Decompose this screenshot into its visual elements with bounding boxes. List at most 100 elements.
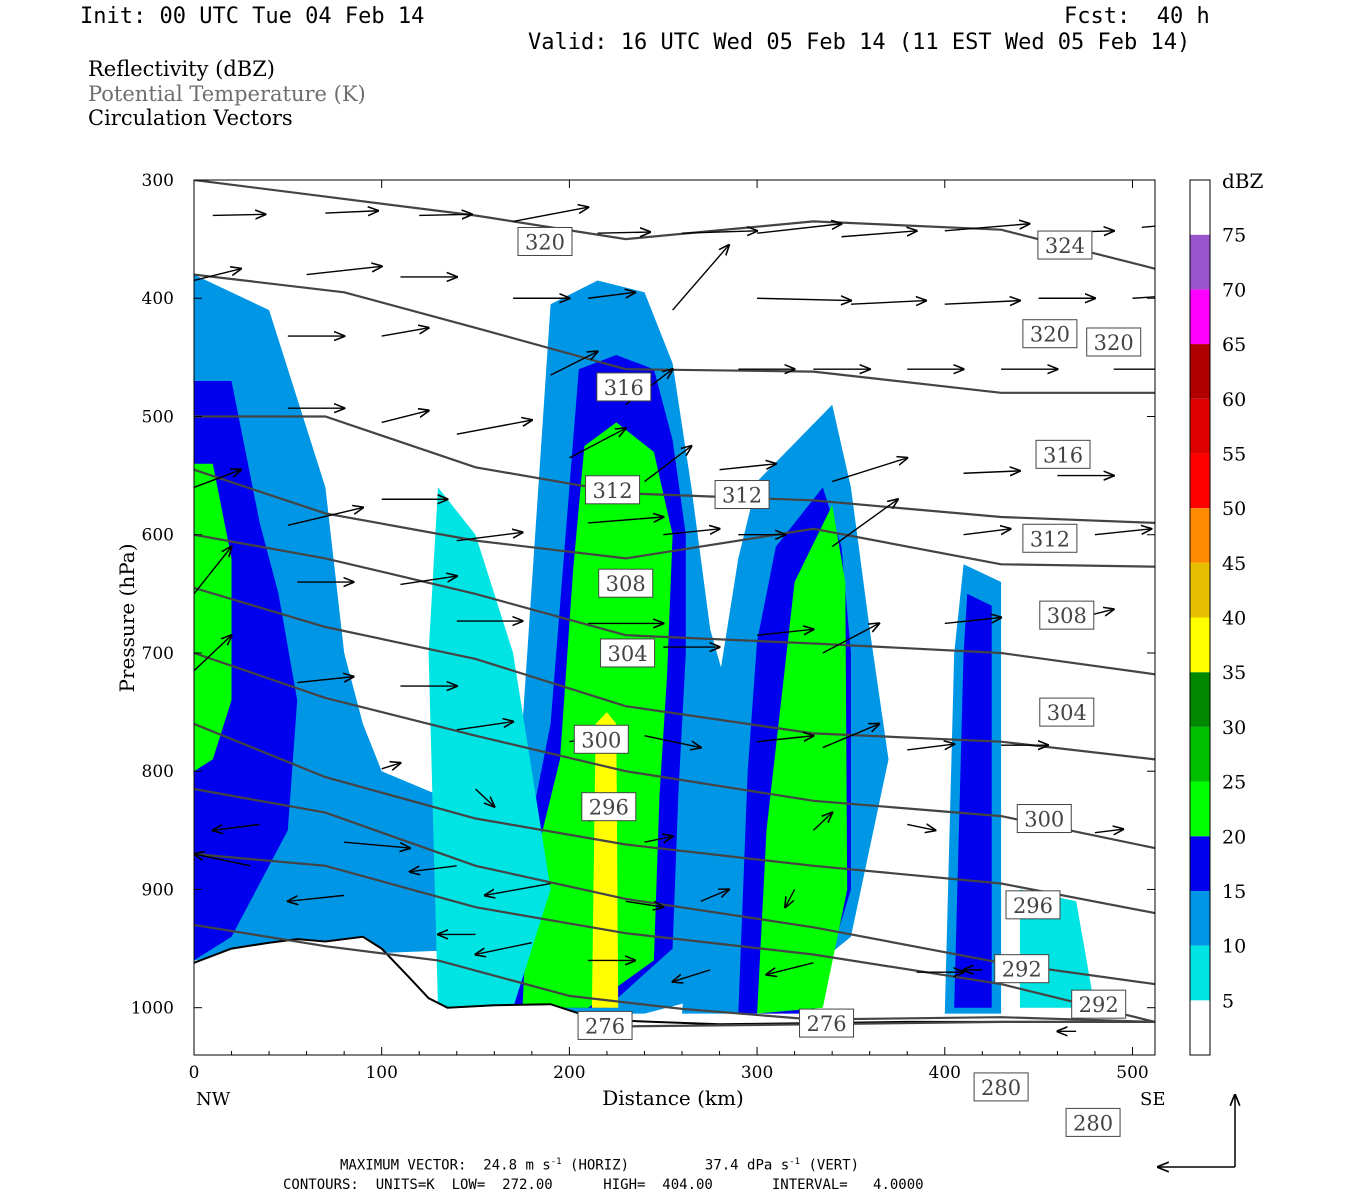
colorbar-label: 35	[1222, 662, 1246, 684]
colorbar-swatch	[1190, 781, 1210, 837]
colorbar-label: 70	[1222, 279, 1246, 301]
circulation-vector	[475, 788, 495, 807]
colorbar-swatch	[1190, 1000, 1210, 1055]
reflectivity-cell-15dbz	[954, 593, 992, 1008]
contour-label-276: 276	[806, 1012, 846, 1036]
y-axis-title: Pressure (hPa)	[115, 544, 139, 693]
circulation-vector	[850, 301, 926, 305]
theta-contour-296	[194, 722, 1155, 915]
circulation-vector	[700, 889, 729, 902]
y-tick-label: 1000	[131, 999, 174, 1019]
contour-label-box	[585, 475, 641, 505]
colorbar-label: 55	[1222, 443, 1246, 465]
below-ground	[194, 936, 1155, 1055]
circulation-vector	[1141, 225, 1155, 228]
contour-label-box	[1022, 319, 1078, 349]
x-axis-title: Distance (km)	[602, 1086, 744, 1110]
vert-exp: -1	[789, 1157, 801, 1167]
contour-label-box	[600, 638, 656, 668]
theta-contour-308	[194, 533, 1155, 676]
circulation-vector	[194, 269, 241, 282]
circulation-vector	[831, 499, 898, 548]
contour-label-box	[1035, 439, 1091, 469]
x-tick-label: 400	[929, 1063, 961, 1083]
circulation-vector	[757, 298, 851, 300]
contour-label-box	[1086, 327, 1142, 357]
reflectivity-cell-5dbz	[428, 487, 551, 1008]
circulation-vector	[569, 428, 625, 459]
colorbar-swatch	[1190, 508, 1210, 563]
circulation-vector	[194, 854, 251, 867]
x-axis: 0 100 200 300 400 500	[189, 180, 1149, 1083]
contour-label-box	[799, 1008, 855, 1038]
circulation-vector	[766, 962, 814, 975]
contour-label-312: 312	[593, 479, 633, 503]
circulation-vector	[907, 824, 935, 830]
terrain-line	[193, 935, 1155, 1026]
circulation-vectors	[194, 207, 1155, 1031]
contour-label-box	[573, 724, 629, 754]
colorbar-swatch	[1190, 234, 1210, 290]
reflectivity-cell-20dbz	[757, 505, 848, 1014]
theta-contour-312	[194, 468, 1155, 568]
colorbar-label: 30	[1222, 717, 1246, 739]
circulation-vector	[306, 266, 382, 276]
contour-label-box	[973, 1072, 1029, 1102]
circulation-vector	[625, 901, 664, 907]
horiz-exp: -1	[550, 1157, 562, 1167]
contour-label-box	[596, 372, 652, 402]
contour-label-320: 320	[1030, 323, 1070, 347]
colorbar-swatch	[1190, 289, 1210, 345]
contour-label-304: 304	[608, 642, 648, 666]
y-tick-label: 500	[142, 407, 174, 427]
contour-label-316: 316	[1043, 443, 1083, 467]
circulation-vector	[644, 836, 672, 842]
circulation-vector	[663, 529, 719, 536]
colorbar-label: 25	[1222, 772, 1246, 794]
colorbar-label: 60	[1222, 389, 1246, 411]
init-time: Init: 00 UTC Tue 04 Feb 14	[80, 4, 425, 29]
contour-label-304: 304	[1047, 701, 1087, 725]
circulation-vector	[344, 841, 410, 848]
y-axis: 300 400 500 600 700 800 900 1000	[131, 171, 1155, 1019]
contour-label-300: 300	[581, 728, 621, 752]
max-vector-line: MAXIMUM VECTOR: 24.8 m s-1 (HORIZ) 37.4 …	[340, 1157, 859, 1174]
circulation-vector	[456, 722, 513, 731]
theta-contour-300	[194, 651, 1155, 850]
max-vector-vert: 37.4 dPa s	[704, 1157, 790, 1174]
colorbar-swatch	[1190, 836, 1210, 891]
contour-label-box	[1039, 600, 1095, 630]
circulation-vector	[550, 351, 598, 376]
circulation-vector	[1132, 296, 1155, 299]
circulation-vector	[944, 301, 1020, 305]
contour-label-280: 280	[1073, 1111, 1113, 1135]
circulation-vector	[512, 207, 588, 223]
circulation-vector	[194, 635, 232, 672]
contour-label-276: 276	[585, 1014, 625, 1038]
contour-label-box	[1005, 890, 1061, 920]
contour-label-box	[581, 792, 637, 822]
field-reflectivity: Reflectivity (dBZ)	[88, 57, 276, 81]
colorbar-label: 15	[1222, 881, 1246, 903]
circulation-vector	[476, 941, 532, 955]
contour-labels: 324 320 320 320 316 316 312 312 312 308 308 304 304 3…	[517, 226, 1142, 1137]
y-tick-label: 800	[142, 762, 174, 782]
x-tick-label: 0	[189, 1063, 200, 1083]
colorbar-label: 65	[1222, 334, 1246, 356]
colorbar-swatch	[1190, 398, 1210, 454]
circulation-vector	[944, 618, 1001, 625]
circulation-vector	[194, 547, 232, 595]
colorbar-label: 75	[1222, 225, 1246, 247]
contour-label-box	[714, 480, 770, 510]
colorbar-label: 40	[1222, 608, 1246, 630]
x-end-right: SE	[1140, 1089, 1165, 1110]
y-tick-label: 700	[142, 644, 174, 664]
circulation-vector	[297, 677, 353, 684]
colorbar: 5 10 15 20 25 30 35 40 45 50 55 60 65 70 75	[1189, 179, 1246, 1056]
contour-label-box	[1016, 804, 1072, 834]
colorbar-frame	[1189, 179, 1211, 1056]
reflectivity-cell-35dbz	[591, 712, 619, 1008]
contour-label-280: 280	[981, 1076, 1021, 1100]
contour-label-296: 296	[589, 796, 629, 820]
